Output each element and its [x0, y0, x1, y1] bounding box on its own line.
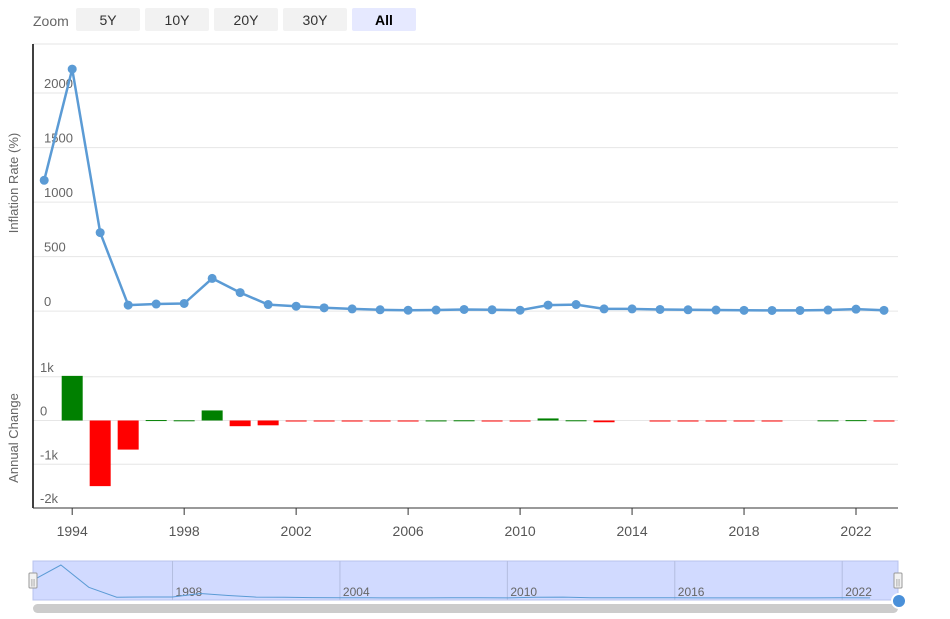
- zoom-30y-button[interactable]: 30Y: [283, 8, 347, 31]
- bar-pane-y-axis-title: Annual Change: [6, 393, 21, 483]
- navigator-left-handle[interactable]: [28, 572, 38, 589]
- navigator-tick-label: 2022: [845, 585, 872, 599]
- inflation-data-point[interactable]: [179, 298, 189, 308]
- navigator-mask[interactable]: [32, 560, 899, 601]
- inflation-data-point[interactable]: [571, 300, 581, 310]
- line-pane-y-tick-label: 500: [44, 240, 66, 255]
- annual-change-bar[interactable]: [117, 420, 139, 450]
- inflation-data-point[interactable]: [291, 301, 301, 311]
- annual-change-bar[interactable]: [817, 420, 839, 422]
- annual-change-bar[interactable]: [845, 420, 867, 422]
- line-pane-y-tick-label: 0: [44, 294, 51, 309]
- navigator-scrollbar-track[interactable]: [33, 604, 898, 613]
- inflation-data-point[interactable]: [599, 304, 609, 314]
- inflation-data-point[interactable]: [739, 305, 749, 315]
- x-axis-tick-label: 2006: [393, 523, 424, 539]
- inflation-data-point[interactable]: [403, 305, 413, 315]
- annual-change-bar[interactable]: [873, 420, 895, 422]
- navigator-tick-label: 2016: [678, 585, 705, 599]
- inflation-data-point[interactable]: [39, 175, 49, 185]
- line-pane-y-tick-label: 1500: [44, 131, 73, 146]
- inflation-data-point[interactable]: [431, 305, 441, 315]
- bar-pane-y-tick-label: -1k: [40, 447, 59, 462]
- inflation-data-point[interactable]: [627, 304, 637, 314]
- inflation-data-point[interactable]: [543, 300, 553, 310]
- annual-change-bar[interactable]: [733, 420, 755, 422]
- line-pane-y-tick-label: 2000: [44, 76, 73, 91]
- navigator-scrollbar-thumb[interactable]: [891, 593, 907, 609]
- zoom-5y-button[interactable]: 5Y: [76, 8, 140, 31]
- x-axis-tick-label: 2014: [616, 523, 647, 539]
- bar-pane-y-tick-label: 1k: [40, 360, 54, 375]
- annual-change-bar[interactable]: [593, 420, 615, 423]
- annual-change-bar[interactable]: [453, 420, 475, 422]
- annual-change-bar[interactable]: [285, 420, 307, 422]
- annual-change-bar[interactable]: [761, 420, 783, 422]
- zoom-10y-button[interactable]: 10Y: [145, 8, 209, 31]
- annual-change-bar[interactable]: [313, 420, 335, 422]
- inflation-data-point[interactable]: [207, 273, 217, 283]
- zoom-all-button[interactable]: All: [352, 8, 416, 31]
- inflation-data-point[interactable]: [879, 305, 889, 315]
- annual-change-bar[interactable]: [481, 420, 503, 422]
- annual-change-bar[interactable]: [89, 420, 111, 487]
- inflation-data-point[interactable]: [655, 304, 665, 314]
- x-axis-tick-label: 1994: [57, 523, 88, 539]
- inflation-data-point[interactable]: [823, 305, 833, 315]
- annual-change-bar[interactable]: [565, 420, 587, 422]
- x-axis-tick-label: 2018: [728, 523, 759, 539]
- inflation-data-point[interactable]: [151, 299, 161, 309]
- annual-change-bar[interactable]: [145, 420, 167, 422]
- navigator-right-handle[interactable]: [893, 572, 903, 589]
- bar-pane-y-tick-label: -2k: [40, 491, 59, 506]
- navigator-right-handle-grip: ||: [896, 578, 900, 587]
- annual-change-bar[interactable]: [257, 420, 279, 426]
- navigator-left-handle-grip: ||: [31, 578, 35, 587]
- inflation-data-point[interactable]: [515, 305, 525, 315]
- x-axis-tick-label: 1998: [169, 523, 200, 539]
- line-pane-y-tick-label: 1000: [44, 185, 73, 200]
- inflation-data-point[interactable]: [711, 305, 721, 315]
- inflation-data-point[interactable]: [95, 228, 105, 238]
- inflation-data-point[interactable]: [767, 305, 777, 315]
- zoom-20y-button[interactable]: 20Y: [214, 8, 278, 31]
- x-axis-tick-label: 2010: [505, 523, 536, 539]
- inflation-data-point[interactable]: [683, 305, 693, 315]
- inflation-data-point[interactable]: [67, 64, 77, 74]
- inflation-data-point[interactable]: [459, 304, 469, 314]
- inflation-data-point[interactable]: [851, 304, 861, 314]
- annual-change-bar[interactable]: [677, 420, 699, 422]
- zoom-label: Zoom: [33, 13, 69, 29]
- annual-change-bar[interactable]: [229, 420, 251, 427]
- navigator-tick-label: 2004: [343, 585, 370, 599]
- annual-change-bar[interactable]: [509, 420, 531, 422]
- annual-change-bar[interactable]: [397, 420, 419, 422]
- inflation-data-point[interactable]: [375, 305, 385, 315]
- inflation-data-point[interactable]: [319, 303, 329, 313]
- inflation-data-point[interactable]: [487, 305, 497, 315]
- x-axis-tick-label: 2002: [281, 523, 312, 539]
- annual-change-bar[interactable]: [537, 418, 559, 421]
- x-axis-tick-label: 2022: [840, 523, 871, 539]
- annual-change-bar[interactable]: [705, 420, 727, 422]
- annual-change-bar[interactable]: [369, 420, 391, 422]
- inflation-data-point[interactable]: [795, 305, 805, 315]
- bar-pane-y-tick-label: 0: [40, 404, 47, 419]
- annual-change-bar[interactable]: [425, 420, 447, 422]
- inflation-data-point[interactable]: [347, 304, 357, 314]
- navigator-tick-label: 1998: [176, 585, 203, 599]
- inflation-data-point[interactable]: [123, 300, 133, 310]
- annual-change-bar[interactable]: [61, 375, 83, 421]
- line-pane-y-axis-title: Inflation Rate (%): [6, 133, 21, 233]
- navigator-tick-label: 2010: [510, 585, 537, 599]
- annual-change-bar[interactable]: [173, 420, 195, 422]
- inflation-data-point[interactable]: [263, 300, 273, 310]
- annual-change-bar[interactable]: [201, 410, 223, 421]
- navigator-series-line: [32, 564, 871, 599]
- annual-change-bar[interactable]: [649, 420, 671, 422]
- inflation-data-point[interactable]: [235, 288, 245, 298]
- inflation-series-line: [42, 67, 885, 312]
- annual-change-bar[interactable]: [341, 420, 363, 422]
